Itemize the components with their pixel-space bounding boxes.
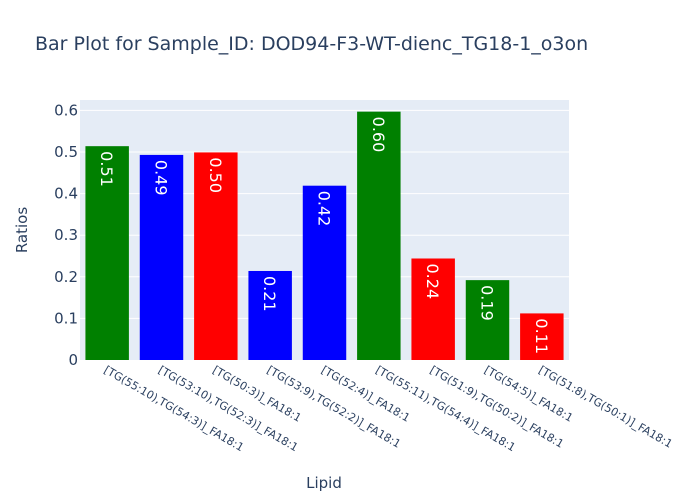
y-axis-ticks: 0 0.1 0.2 0.3 0.4 0.5 0.6 — [54, 101, 78, 369]
y-tick-label: 0 — [68, 351, 78, 369]
bar-data-label: 0.49 — [152, 160, 171, 196]
bar-data-label: 0.24 — [423, 263, 442, 299]
y-tick-label: 0.3 — [54, 226, 78, 244]
bar — [520, 313, 564, 360]
bar — [302, 185, 347, 360]
bar-data-label: 0.21 — [260, 276, 279, 312]
x-axis-title: Lipid — [306, 474, 342, 492]
x-tick-label: [TG(54:5)]_FA18:1 — [482, 363, 575, 424]
y-tick-label: 0.6 — [54, 101, 78, 119]
bar-data-label: 0.50 — [206, 157, 225, 193]
chart-title: Bar Plot for Sample_ID: DOD94-F3-WT-dien… — [35, 33, 588, 55]
bar-data-label: 0.19 — [478, 285, 497, 321]
bar — [411, 258, 455, 360]
y-tick-label: 0.4 — [54, 185, 78, 203]
y-axis-title: Ratios — [13, 207, 31, 254]
y-tick-label: 0.2 — [54, 268, 78, 286]
bar — [139, 154, 184, 360]
bars: 0.51 0.49 0.50 0.21 0.42 0.60 0.24 0.19 0.11 — [85, 111, 564, 360]
bar-data-label: 0.51 — [97, 151, 116, 187]
x-tick-label: [TG(52:4)]_FA18:1 — [319, 363, 412, 424]
bar — [465, 280, 510, 360]
bar-data-label: 0.11 — [532, 318, 551, 354]
bar — [248, 270, 292, 360]
x-tick-label: [TG(50:3)]_FA18:1 — [210, 363, 303, 424]
bar — [85, 146, 129, 360]
y-tick-label: 0.1 — [54, 309, 78, 327]
x-axis-ticks: [TG(55:10),TG(54:3)]_FA18:1[TG(53:10),TG… — [102, 363, 675, 454]
bar — [194, 152, 238, 360]
y-tick-label: 0.5 — [54, 143, 78, 161]
bar-data-label: 0.42 — [315, 191, 334, 227]
bar-data-label: 0.60 — [369, 117, 388, 153]
bar — [357, 111, 401, 360]
